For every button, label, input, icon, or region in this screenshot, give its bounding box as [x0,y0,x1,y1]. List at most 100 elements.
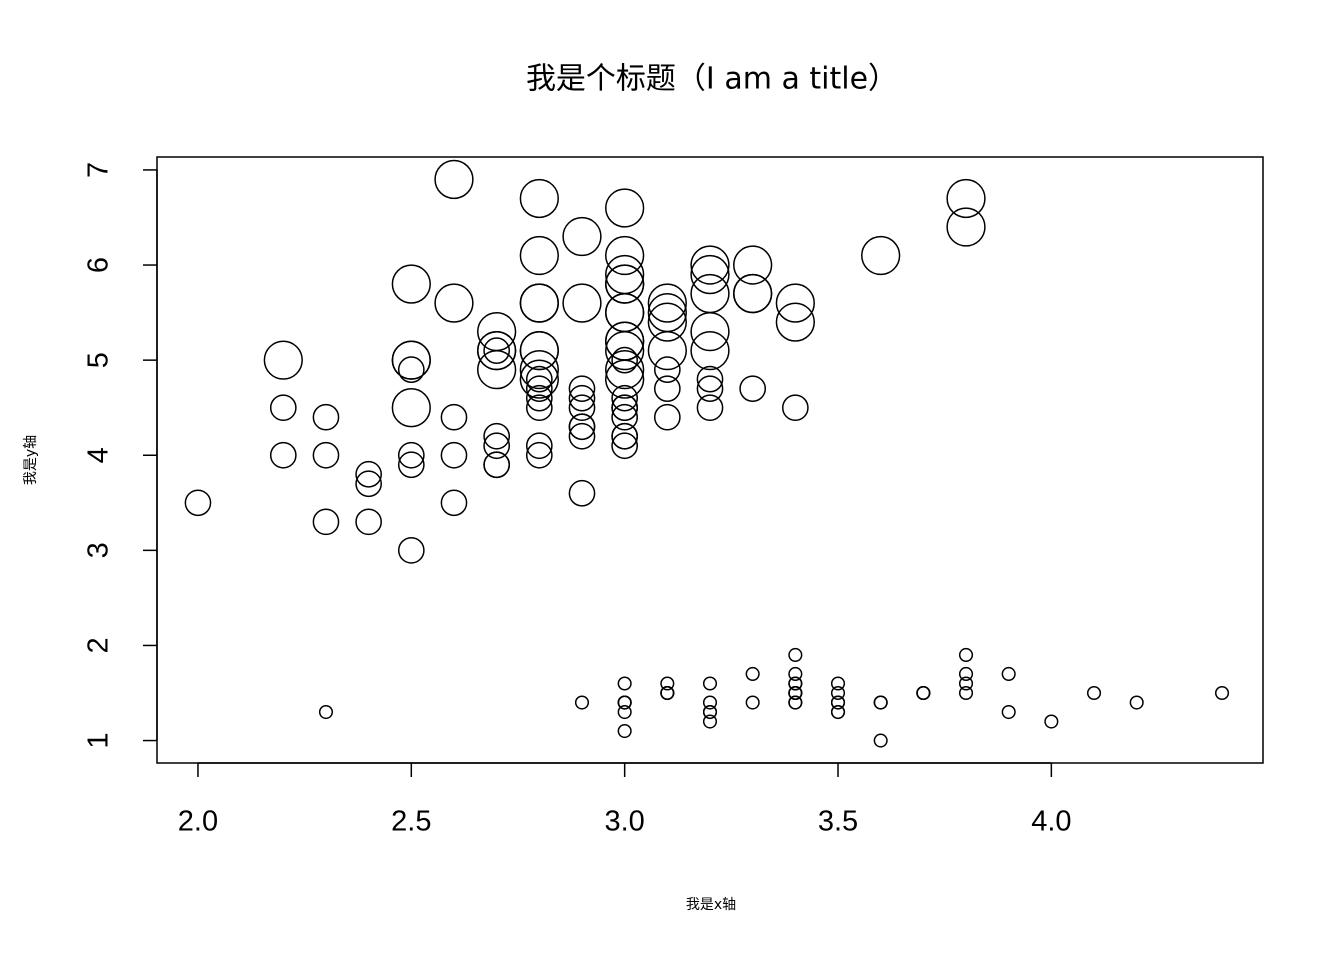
point [830,704,846,720]
point [702,714,718,729]
point [647,302,687,342]
point [562,283,602,323]
point [861,235,901,276]
point [477,350,517,390]
point [440,441,468,469]
point [611,432,639,460]
y-tick-label: 4 [83,447,115,463]
point [617,695,632,710]
point [568,384,596,412]
point [312,403,340,431]
point [1086,685,1102,701]
point [397,441,425,469]
point [483,451,511,479]
point [355,508,382,536]
point [775,283,815,323]
point [916,685,931,701]
point [830,676,846,691]
point [788,695,803,710]
point [660,685,675,701]
point [873,733,888,748]
point [525,441,553,469]
point [574,695,590,710]
point [702,676,718,691]
point [568,479,596,507]
point [519,359,559,399]
point [312,508,340,536]
point [696,375,724,403]
point [702,704,718,720]
point [568,394,596,422]
point [391,264,431,304]
point [788,647,803,663]
point [525,365,553,393]
y-tick-label: 1 [83,732,115,748]
point [483,432,511,460]
point [958,647,974,663]
point [830,685,846,701]
point [611,403,639,431]
point [1214,685,1230,701]
point [1044,714,1059,729]
point [568,422,596,450]
point [525,394,553,422]
point [696,365,724,393]
point [318,704,334,720]
point [617,723,632,739]
point [440,403,468,431]
point [788,666,803,682]
point [702,695,718,710]
point [830,695,846,710]
point [1129,695,1144,710]
chart-title: 我是个标题（I am a title） [526,62,898,97]
point [733,245,773,285]
x-tick-label: 2.5 [391,806,431,838]
point [617,676,632,691]
point [434,159,474,200]
point [745,666,760,682]
x-tick-label: 2.0 [178,806,218,838]
y-tick-label: 2 [83,637,115,653]
y-tick-label: 6 [83,257,115,273]
point [739,375,767,403]
point [617,704,632,720]
point [788,676,803,691]
point [568,375,596,403]
point [653,356,681,384]
point [391,388,431,428]
x-tick-label: 3.0 [604,806,644,838]
point [873,695,888,710]
point [263,340,303,380]
x-tick-label: 3.5 [818,806,858,838]
point [611,422,639,450]
point [355,470,382,498]
point [690,273,730,314]
point [605,350,645,390]
point [781,394,809,422]
point [775,302,815,342]
point [397,536,425,564]
point [519,178,559,219]
point [1001,704,1016,720]
point [440,489,468,517]
point [397,451,425,479]
point [653,403,681,431]
point [525,384,553,412]
point [605,235,645,276]
point [519,330,559,371]
point [660,676,675,691]
point [525,375,553,403]
point [605,264,645,304]
point [690,254,730,295]
point [519,235,559,276]
point [788,685,803,701]
point [269,441,297,469]
point [355,460,382,488]
point [745,695,760,710]
point [477,330,517,371]
point [391,340,431,380]
y-axis-label: 我是y轴 [23,435,39,485]
